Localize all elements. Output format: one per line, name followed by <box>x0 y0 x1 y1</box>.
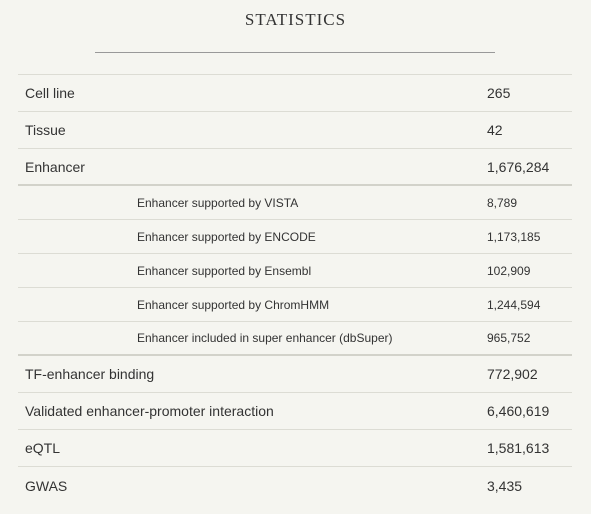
table-row-eqtl: eQTL 1,581,613 <box>18 430 572 467</box>
title-divider <box>95 52 495 53</box>
row-label: GWAS <box>25 477 68 494</box>
table-row-enhancer-promoter-interaction: Validated enhancer-promoter interaction … <box>18 393 572 430</box>
row-label: Validated enhancer-promoter interaction <box>25 403 274 419</box>
row-label: Enhancer included in super enhancer (dbS… <box>137 331 393 345</box>
table-row-tissue: Tissue 42 <box>18 112 572 149</box>
row-value: 102,909 <box>487 263 531 278</box>
row-label: Enhancer supported by ChromHMM <box>137 297 330 312</box>
row-value: 1,581,613 <box>487 440 550 456</box>
row-label: Cell line <box>25 85 75 101</box>
table-row-cell-line: Cell line 265 <box>18 75 572 112</box>
statistics-table: Cell line 265 Tissue 42 Enhancer 1,676,2… <box>18 74 572 504</box>
row-label: Enhancer supported by Ensembl <box>137 263 312 278</box>
row-value: 265 <box>487 85 511 101</box>
statistics-title: STATISTICS <box>244 10 347 29</box>
table-row-enhancer: Enhancer 1,676,284 <box>18 149 572 186</box>
row-value: 965,752 <box>487 331 531 345</box>
row-value: 1,244,594 <box>487 297 541 312</box>
row-value: 8,789 <box>487 195 518 210</box>
table-row-super-enhancer: Enhancer included in super enhancer (dbS… <box>18 322 572 356</box>
row-value: 1,676,284 <box>487 158 550 175</box>
table-row-enhancer-vista: Enhancer supported by VISTA 8,789 <box>18 186 572 220</box>
row-label: Enhancer supported by ENCODE <box>137 229 316 244</box>
row-value: 6,460,619 <box>487 403 550 419</box>
row-value: 3,435 <box>487 477 523 494</box>
row-label: Enhancer supported by VISTA <box>137 195 299 210</box>
table-row-enhancer-chromhmm: Enhancer supported by ChromHMM 1,244,594 <box>18 288 572 322</box>
row-value: 1,173,185 <box>487 229 541 244</box>
row-label: Tissue <box>25 122 66 138</box>
row-value: 772,902 <box>487 366 538 382</box>
row-value: 42 <box>487 122 503 138</box>
table-row-enhancer-ensembl: Enhancer supported by Ensembl 102,909 <box>18 254 572 288</box>
table-row-tf-enhancer-binding: TF-enhancer binding 772,902 <box>18 356 572 393</box>
row-label: TF-enhancer binding <box>25 366 155 382</box>
table-row-gwas: GWAS 3,435 <box>18 467 572 504</box>
row-label: eQTL <box>25 440 61 456</box>
table-row-enhancer-encode: Enhancer supported by ENCODE 1,173,185 <box>18 220 572 254</box>
row-label: Enhancer <box>25 158 85 175</box>
